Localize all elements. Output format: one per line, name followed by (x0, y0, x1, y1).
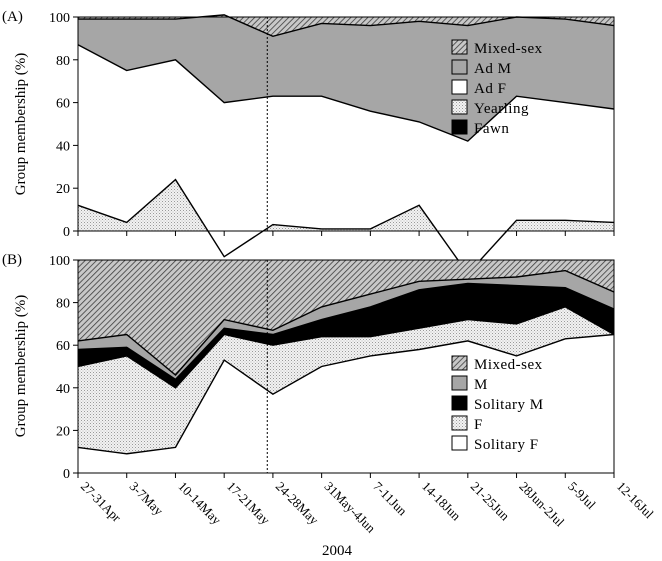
panel-b-boundary-f (77, 306, 615, 389)
x-category-labels: 27-31Apr 3-7May 10-14May 17-21May 24-28May 31… (78, 479, 657, 536)
panel-a-boundary-yearling (77, 178, 615, 275)
panel-b-area-mixed-sex (78, 260, 614, 375)
panel-b-areas (77, 260, 615, 473)
panel-b-area-f (78, 306, 614, 454)
panel-a-legend-label-mixed-sex: Mixed-sex (474, 41, 543, 57)
panel-a-boundary-ad-f (77, 44, 615, 142)
x-category-label: 31May-4Jun (322, 479, 379, 536)
panel-a-y-axis-label: Group membership (%) (13, 53, 29, 195)
panel-a-area-ad-f (78, 44, 614, 274)
panel-a-y-tick-label: 100 (49, 11, 70, 26)
panel-b-legend-label-mixed-sex: Mixed-sex (474, 357, 543, 373)
x-category-label: 27-31Apr (78, 479, 125, 526)
panel-a-legend-label-ad-m: Ad M (474, 61, 511, 77)
x-category-label: 17-21May (224, 479, 273, 528)
panel-a-label: (A) (2, 9, 23, 25)
panel-b-area-solitary-f (78, 334, 614, 473)
panel-b-plot-frame (77, 259, 615, 474)
x-category-label: 12-16Jul (614, 479, 657, 522)
panel-b-legend-swatch-solitary-f (451, 435, 468, 451)
x-category-label: 24-28May (273, 479, 322, 528)
panel-b-legend: Mixed-sex M Solitary M F Solitary F (451, 355, 544, 453)
panel-b-legend-swatch-mixed-sex (451, 355, 468, 371)
panel-a-y-tick-label: 20 (56, 182, 70, 197)
panel-b-y-tick-label: 40 (56, 382, 70, 397)
panel-a-plot-frame (77, 16, 615, 232)
panel-b-area-solitary-m (78, 283, 614, 388)
panel-a-legend-swatch-ad-m (451, 59, 468, 75)
panel-a-legend-swatch-fawn (451, 119, 468, 135)
x-category-label: 3-7May (127, 479, 167, 519)
panel-b-area-m (78, 270, 614, 380)
panel-b-legend-swatch-f (451, 415, 468, 431)
panel-a-legend-label-yearling: Yearling (474, 101, 529, 117)
panel-b-label: (B) (2, 252, 22, 268)
panel-a-legend-swatch-mixed-sex (451, 39, 468, 55)
panel-b-y-tick-label: 20 (56, 424, 70, 439)
panel-b-legend-swatch-solitary-m (451, 395, 468, 411)
panel-b-y-tick-label: 100 (49, 254, 70, 269)
panel-a-y-tick-label: 0 (63, 225, 70, 240)
x-category-label: 7-11Jun (370, 479, 410, 519)
x-category-label: 21-25Jun (468, 479, 513, 524)
x-category-label: 14-18Jun (419, 479, 464, 524)
panel-b-axes: 0 20 40 60 80 100 (49, 254, 615, 482)
panel-b-y-tick-label: 80 (56, 297, 70, 312)
panel-b-y-tick-label: 0 (63, 467, 70, 482)
panel-b-y-tick-label: 60 (56, 339, 70, 354)
panel-b-legend-label-solitary-m: Solitary M (474, 397, 544, 413)
x-category-label: 28Jun-2Jul (516, 479, 567, 530)
x-category-label: 10-14May (175, 479, 224, 528)
panel-a-legend-swatch-ad-f (451, 79, 468, 95)
panel-a-areas (77, 14, 615, 275)
panel-b-chart: 0 20 40 60 80 100 Mixed-sex M Solitary M F Solita… (2, 252, 615, 482)
panel-b-boundary-solitary-m (77, 282, 615, 381)
panel-b-y-axis-label: Group membership (%) (13, 295, 29, 437)
x-axis-label: 2004 (322, 543, 353, 559)
panel-b-legend-label-solitary-f: Solitary F (474, 437, 539, 453)
panel-b-boundary-solitary-f (77, 333, 615, 455)
panel-a-y-tick-label: 60 (56, 97, 70, 112)
panel-a-area-ad-m (78, 14, 614, 142)
x-category-label: 5-9Jul (565, 479, 599, 513)
panel-a-legend-label-ad-f: Ad F (474, 81, 506, 97)
panel-a-legend: Mixed-sex Ad M Ad F Yearling Fawn (451, 39, 543, 137)
panel-a-legend-swatch-yearling (451, 99, 468, 115)
panel-b-boundary-m (77, 269, 615, 376)
panel-a-legend-label-fawn: Fawn (474, 121, 509, 137)
panel-a-y-tick-label: 80 (56, 54, 70, 69)
panel-a-axes: 0 20 40 60 80 100 (49, 11, 615, 240)
panel-b-legend-swatch-m (451, 375, 468, 391)
panel-a-area-mixed-sex (78, 14, 614, 37)
panel-a-y-tick-label: 40 (56, 139, 70, 154)
panel-b-legend-label-f: F (474, 417, 483, 433)
panel-b-legend-label-m: M (474, 377, 488, 393)
panel-a-chart: 0 20 40 60 80 100 Mixed-sex Ad M Ad F Yearling Fa… (2, 9, 615, 275)
